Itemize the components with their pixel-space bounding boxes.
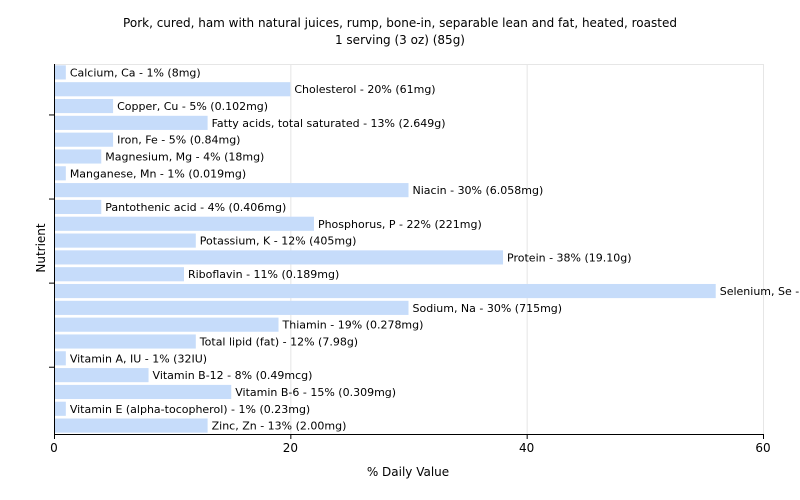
- bar: [55, 115, 208, 130]
- bar-labels: Calcium, Ca - 1% (8mg) Cholesterol - 20% …: [70, 66, 800, 432]
- bar-label: Sodium, Na - 30% (715mg): [413, 302, 563, 315]
- bar: [55, 65, 66, 80]
- bar: [55, 384, 232, 400]
- bar: [55, 401, 66, 416]
- bar-label: Vitamin B-6 - 15% (0.309mg): [235, 386, 396, 399]
- bar-label: Fatty acids, total saturated - 13% (2.64…: [212, 117, 446, 130]
- bar: [55, 267, 184, 282]
- bar: [55, 166, 66, 181]
- bar-label: Manganese, Mn - 1% (0.019mg): [70, 167, 246, 180]
- bar-label: Protein - 38% (19.10g): [507, 251, 632, 264]
- bar-label: Copper, Cu - 5% (0.102mg): [117, 100, 268, 113]
- bar-label: Vitamin B-12 - 8% (0.49mcg): [153, 369, 313, 382]
- bar: [55, 317, 279, 332]
- x-tick-label: 0: [50, 441, 58, 455]
- chart-subtitle: 1 serving (3 oz) (85g): [334, 33, 465, 47]
- x-axis-title: % Daily Value: [367, 465, 449, 479]
- bar: [55, 283, 716, 299]
- bar-label: Phosphorus, P - 22% (221mg): [318, 218, 482, 231]
- bar: [55, 199, 102, 215]
- bar-label: Iron, Fe - 5% (0.84mg): [117, 134, 240, 147]
- bar-label: Riboflavin - 11% (0.189mg): [188, 268, 339, 281]
- bar: [55, 216, 314, 231]
- bar-label: Niacin - 30% (6.058mg): [413, 184, 544, 197]
- bar: [55, 418, 208, 433]
- bar-label: Pantothenic acid - 4% (0.406mg): [105, 201, 286, 214]
- y-axis-title: Nutrient: [34, 223, 48, 273]
- bar: [55, 233, 196, 248]
- bar: [55, 368, 149, 383]
- x-tick-label: 60: [755, 441, 770, 455]
- bar-label: Potassium, K - 12% (405mg): [200, 235, 357, 248]
- bar: [55, 82, 291, 97]
- bar-label: Zinc, Zn - 13% (2.00mg): [212, 420, 347, 433]
- x-tick-label: 20: [283, 441, 298, 455]
- bar: [55, 351, 66, 366]
- bar-label: Calcium, Ca - 1% (8mg): [70, 66, 201, 79]
- bar-label: Vitamin A, IU - 1% (32IU): [70, 352, 207, 365]
- bar: [55, 149, 102, 164]
- bar: [55, 132, 114, 147]
- bar-label: Total lipid (fat) - 12% (7.98g): [199, 336, 358, 349]
- bar: [55, 183, 409, 198]
- bar: [55, 334, 196, 349]
- bar: [55, 98, 114, 114]
- bar-label: Thiamin - 19% (0.278mg): [282, 319, 424, 332]
- bars: [55, 65, 716, 433]
- x-tick-label: 40: [519, 441, 534, 455]
- bar-label: Magnesium, Mg - 4% (18mg): [105, 151, 264, 164]
- bar: [55, 250, 504, 265]
- bar-label: Cholesterol - 20% (61mg): [294, 83, 435, 96]
- bar: [55, 300, 409, 315]
- grid-lines: [54, 64, 764, 434]
- bar-label: Vitamin E (alpha-tocopherol) - 1% (0.23m…: [70, 403, 310, 416]
- bar-label: Selenium, Se - 56% (39.3mcg): [720, 285, 800, 298]
- axes: 0 20 40 60: [49, 64, 771, 455]
- chart-title: Pork, cured, ham with natural juices, ru…: [123, 16, 677, 30]
